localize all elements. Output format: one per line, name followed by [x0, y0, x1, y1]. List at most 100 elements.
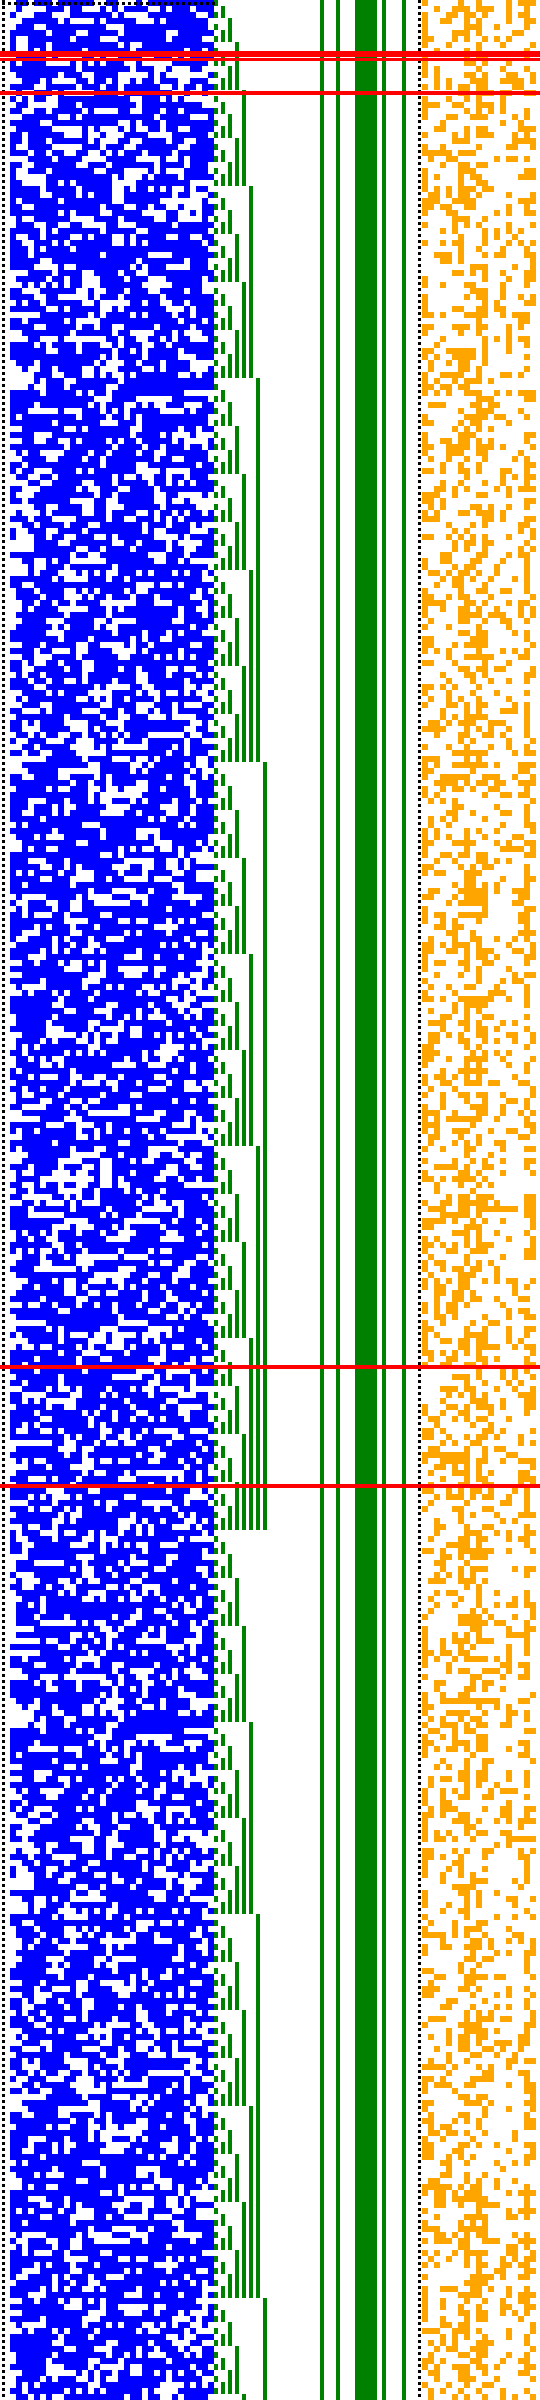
blue-cell — [172, 1884, 184, 1890]
blue-cell — [28, 1386, 34, 1392]
blue-cell — [124, 810, 136, 816]
blue-cell — [118, 1764, 124, 1770]
blue-cell — [94, 300, 100, 306]
blue-cell — [40, 1572, 46, 1578]
blue-cell — [142, 1824, 154, 1830]
blue-cell — [160, 2016, 172, 2022]
blue-cell — [64, 942, 70, 948]
blue-cell — [22, 1332, 40, 1338]
blue-cell — [82, 1680, 94, 1686]
blue-cell — [118, 672, 136, 678]
blue-cell — [70, 1680, 76, 1686]
blue-cell — [76, 1110, 82, 1116]
blue-cell — [16, 474, 22, 480]
blue-cell — [22, 1530, 28, 1536]
blue-cell — [118, 1656, 136, 1662]
blue-cell — [208, 690, 214, 696]
blue-cell — [118, 636, 124, 642]
blue-cell — [16, 1188, 22, 1194]
blue-cell — [184, 1536, 190, 1542]
blue-cell — [76, 2118, 82, 2124]
blue-cell — [190, 1566, 196, 1572]
blue-cell — [40, 210, 52, 216]
blue-cell — [184, 1044, 190, 1050]
blue-cell — [196, 1158, 202, 1164]
blue-cell — [130, 354, 136, 360]
blue-cell — [70, 318, 76, 324]
blue-cell — [10, 12, 16, 18]
blue-cell — [34, 1218, 52, 1224]
blue-cell — [130, 1584, 142, 1590]
blue-cell — [94, 1416, 112, 1422]
blue-cell — [28, 234, 40, 240]
blue-cell — [106, 336, 112, 342]
blue-cell — [172, 552, 184, 558]
blue-cell — [124, 852, 154, 858]
blue-cell — [166, 2190, 178, 2196]
blue-cell — [88, 240, 112, 246]
blue-cell — [40, 1626, 46, 1632]
blue-cell — [148, 558, 154, 564]
blue-cell — [130, 1452, 136, 1458]
blue-cell — [88, 1794, 94, 1800]
blue-cell — [124, 348, 130, 354]
blue-cell — [76, 282, 82, 288]
blue-cell — [88, 2070, 100, 2076]
blue-cell — [202, 882, 214, 888]
blue-cell — [208, 972, 214, 978]
blue-cell — [16, 1356, 22, 1362]
blue-cell — [10, 192, 22, 198]
blue-cell — [70, 438, 76, 444]
blue-cell — [58, 186, 64, 192]
blue-cell — [166, 114, 172, 120]
blue-cell — [58, 906, 64, 912]
blue-cell — [16, 804, 28, 810]
blue-cell — [106, 1650, 130, 1656]
blue-cell — [136, 1398, 142, 1404]
blue-cell — [112, 1770, 130, 1776]
blue-cell — [64, 1554, 70, 1560]
blue-cell — [76, 1092, 82, 1098]
blue-cell — [202, 1110, 214, 1116]
blue-cell — [166, 2166, 172, 2172]
blue-cell — [202, 1560, 208, 1566]
blue-cell — [178, 1860, 190, 1866]
blue-cell — [136, 60, 142, 66]
blue-cell — [124, 1008, 136, 1014]
blue-cell — [184, 1746, 190, 1752]
blue-cell — [136, 180, 172, 186]
blue-cell — [130, 30, 136, 36]
blue-cell — [34, 1884, 46, 1890]
blue-cell — [76, 1446, 82, 1452]
blue-cell — [100, 192, 106, 198]
blue-cell — [94, 390, 100, 396]
blue-cell — [166, 66, 172, 72]
blue-cell — [58, 744, 64, 750]
blue-cell — [178, 1452, 184, 1458]
blue-cell — [10, 396, 16, 402]
blue-cell — [160, 1308, 166, 1314]
blue-cell — [10, 1422, 22, 1428]
blue-cell — [10, 876, 16, 882]
blue-cell — [94, 1368, 136, 1374]
blue-cell — [34, 1248, 40, 1254]
blue-cell — [106, 618, 112, 624]
blue-cell — [196, 378, 202, 384]
blue-cell — [154, 780, 166, 786]
blue-cell — [10, 1086, 16, 1092]
blue-cell — [136, 1518, 142, 1524]
blue-cell — [88, 1944, 94, 1950]
blue-cell — [16, 1092, 22, 1098]
blue-cell — [178, 1560, 184, 1566]
blue-cell — [46, 516, 52, 522]
blue-cell — [16, 1044, 22, 1050]
blue-cell — [46, 1104, 64, 1110]
blue-cell — [34, 1518, 40, 1524]
blue-cell — [202, 1272, 208, 1278]
blue-cell — [94, 918, 106, 924]
blue-cell — [46, 1824, 52, 1830]
blue-cell — [136, 1416, 142, 1422]
blue-cell — [46, 1080, 52, 1086]
blue-cell — [88, 1266, 100, 1272]
blue-cell — [22, 1524, 28, 1530]
